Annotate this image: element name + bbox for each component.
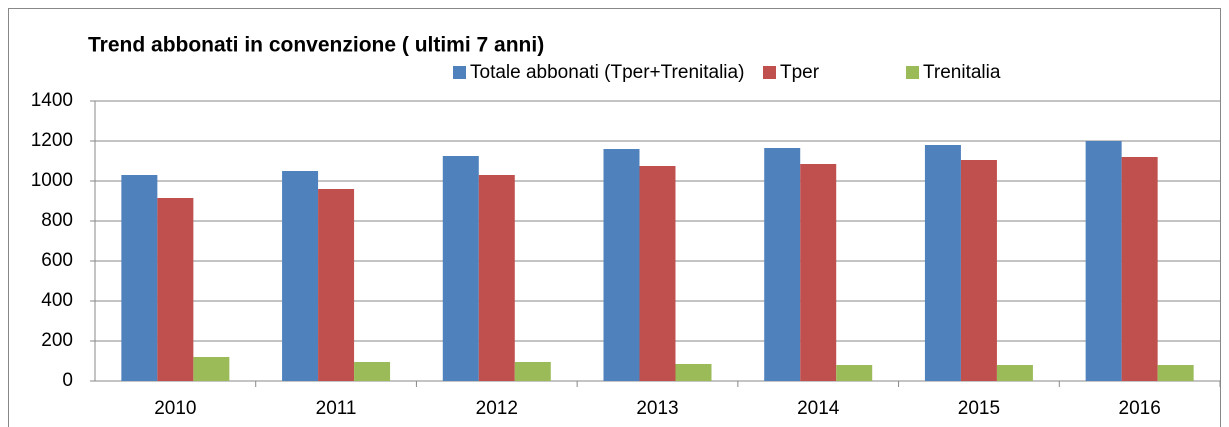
y-tick-label: 800 bbox=[41, 210, 73, 231]
x-tick-label: 2011 bbox=[316, 398, 357, 419]
legend-label: Tper bbox=[780, 62, 820, 83]
x-tick-label: 2013 bbox=[636, 398, 678, 419]
bar bbox=[764, 148, 801, 381]
bar bbox=[836, 365, 873, 381]
y-tick-label: 1000 bbox=[31, 170, 73, 191]
chart-title: Trend abbonati in convenzione ( ultimi 7… bbox=[88, 34, 544, 57]
bar bbox=[282, 171, 319, 381]
y-tick-label: 0 bbox=[62, 370, 73, 391]
x-tick-label: 2012 bbox=[476, 398, 518, 419]
bar bbox=[1121, 157, 1158, 381]
bar bbox=[354, 362, 391, 381]
bar bbox=[442, 156, 479, 381]
bar bbox=[1157, 365, 1194, 381]
bar bbox=[478, 175, 515, 381]
legend-label: Trenitalia bbox=[923, 62, 1001, 83]
bar bbox=[193, 357, 230, 381]
x-tick-label: 2016 bbox=[1119, 398, 1161, 419]
y-tick-label: 1200 bbox=[31, 130, 73, 151]
bar bbox=[639, 166, 676, 381]
y-tick-label: 600 bbox=[41, 250, 73, 271]
legend-swatch bbox=[763, 66, 776, 79]
y-tick-label: 400 bbox=[41, 290, 73, 311]
bar bbox=[996, 365, 1033, 381]
bar bbox=[157, 198, 194, 381]
bar bbox=[1085, 141, 1122, 381]
x-tick-label: 2010 bbox=[154, 398, 196, 419]
x-tick-label: 2015 bbox=[958, 398, 1000, 419]
bar bbox=[603, 149, 640, 381]
bar bbox=[318, 189, 355, 381]
bar bbox=[800, 164, 837, 381]
y-tick-label: 1400 bbox=[31, 90, 73, 111]
bar bbox=[121, 175, 158, 381]
bar bbox=[960, 160, 997, 381]
y-tick-label: 200 bbox=[41, 330, 73, 351]
legend-swatch bbox=[906, 66, 919, 79]
bar bbox=[514, 362, 551, 381]
bar bbox=[675, 364, 712, 381]
legend-label: Totale abbonati (Tper+Trenitalia) bbox=[470, 62, 744, 83]
x-tick-label: 2014 bbox=[797, 398, 840, 419]
bar bbox=[924, 145, 961, 381]
legend-swatch bbox=[453, 66, 466, 79]
